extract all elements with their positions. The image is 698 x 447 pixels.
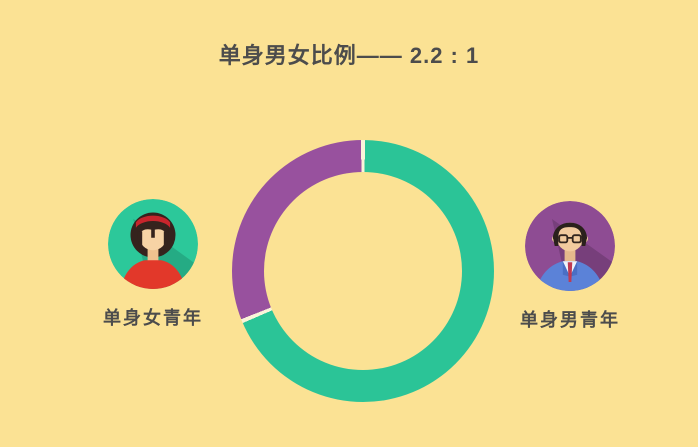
male-tie [567,262,573,282]
page-title: 单身男女比例—— 2.2 : 1 [218,43,480,68]
male-hair-side-left [552,237,559,246]
female-headband [135,215,171,228]
male-hair [552,222,588,239]
male-label: 单身男青年 [520,310,620,330]
legend-female: 单身女青年 [73,199,233,330]
donut-hole [264,172,462,370]
female-bangs [137,221,169,238]
female-red-top [120,260,186,289]
male-glasses-icon [558,234,582,244]
donut-chart [232,140,494,402]
male-hair-side-right [581,237,588,246]
legend-male: 单身男青年 [490,201,650,332]
female-neck [147,245,159,264]
male-neck [564,247,576,266]
female-hair-lock-left [137,231,143,251]
female-hair-lock-right [163,231,169,251]
female-label: 单身女青年 [103,308,203,328]
male-avatar-icon [525,201,615,291]
female-avatar-icon [108,199,198,289]
